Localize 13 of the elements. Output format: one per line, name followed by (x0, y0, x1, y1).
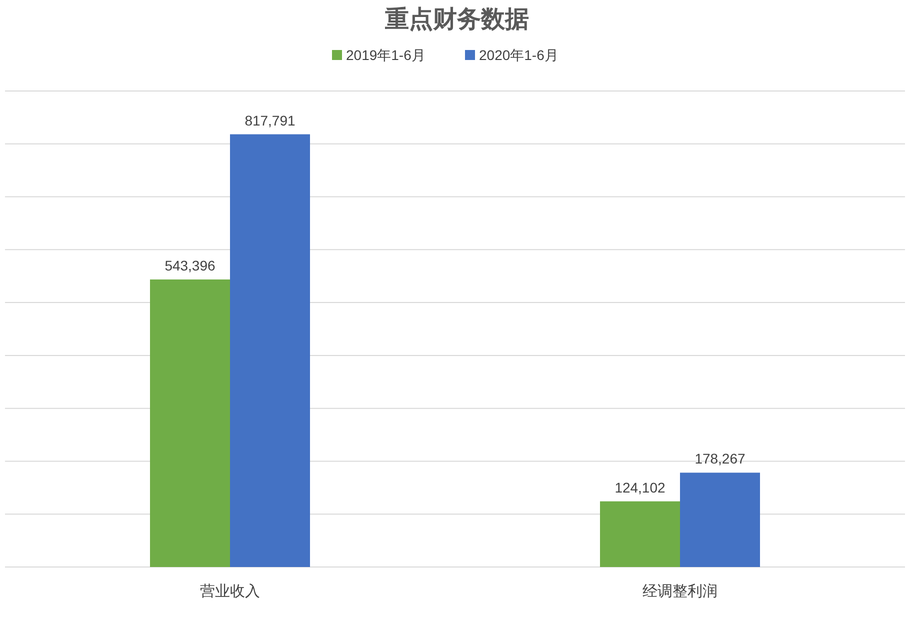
bar (230, 134, 310, 567)
legend-label: 2020年1-6月 (479, 47, 558, 63)
chart-title: 重点财务数据 (384, 6, 529, 33)
x-tick-label: 经调整利润 (642, 583, 718, 600)
data-label: 178,267 (694, 450, 746, 467)
legend-label: 2019年1-6月 (346, 47, 426, 63)
bar (680, 472, 760, 567)
data-label: 124,102 (614, 479, 666, 496)
data-label: 543,396 (164, 257, 216, 274)
bar (600, 501, 680, 567)
x-tick-label: 营业收入 (200, 583, 260, 600)
data-label: 817,791 (244, 112, 296, 128)
bar (150, 279, 230, 567)
